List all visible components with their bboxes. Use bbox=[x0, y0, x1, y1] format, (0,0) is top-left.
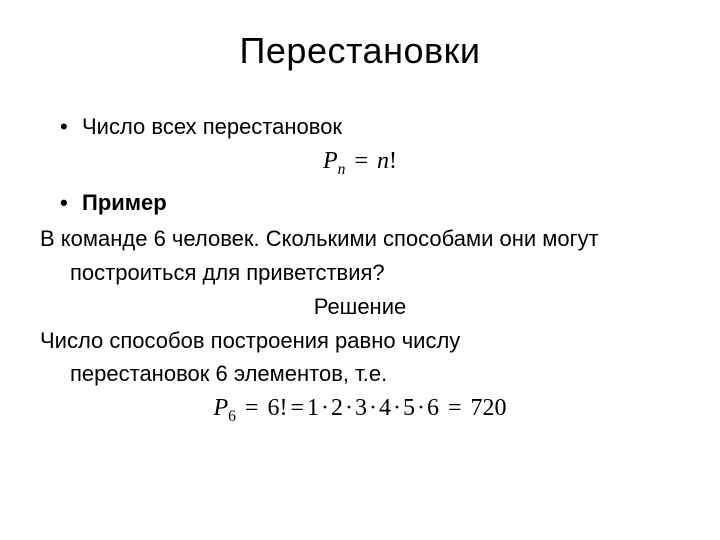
f2-result: 720 bbox=[471, 395, 507, 421]
f1-lhs-sub: n bbox=[338, 161, 346, 178]
f2-eq1: = bbox=[242, 395, 262, 421]
f2-eq3: = bbox=[445, 395, 465, 421]
f2-lhs-sub: 6 bbox=[228, 408, 236, 425]
bullet-1-text: Число всех перестановок bbox=[82, 114, 342, 139]
f2-f2: 3 bbox=[355, 395, 367, 421]
bullet-item-1: Число всех перестановок bbox=[60, 112, 680, 142]
f1-eq: = bbox=[351, 148, 371, 174]
slide-title: Перестановки bbox=[40, 30, 680, 72]
formula-2-row: P6 = 6!=1·2·3·4·5·6 = 720 bbox=[40, 395, 680, 426]
f2-eq2: = bbox=[287, 395, 307, 421]
f1-rhs-fact: ! bbox=[389, 148, 397, 174]
f2-f1: 2 bbox=[331, 395, 343, 421]
formula-2: P6 = 6!=1·2·3·4·5·6 = 720 bbox=[213, 395, 506, 421]
f2-f3: 4 bbox=[379, 395, 391, 421]
answer-block: Число способов построения равно числу пе… bbox=[40, 326, 680, 389]
bullet-2-text: Пример bbox=[82, 190, 167, 215]
bullet-item-2: Пример bbox=[60, 188, 680, 218]
answer-line-2: перестановок 6 элементов, т.е. bbox=[40, 359, 680, 389]
slide: Перестановки Число всех перестановок Pn … bbox=[0, 0, 720, 540]
f2-f4: 5 bbox=[403, 395, 415, 421]
f2-d4: · bbox=[415, 395, 427, 421]
f1-rhs-sym: n bbox=[377, 148, 389, 174]
answer-line-1: Число способов построения равно числу bbox=[40, 326, 680, 356]
f2-d2: · bbox=[367, 395, 379, 421]
bullet-list: Число всех перестановок bbox=[60, 112, 680, 142]
formula-1-row: Pn = n! bbox=[40, 148, 680, 179]
bullet-list-2: Пример bbox=[60, 188, 680, 218]
f2-fact: 6! bbox=[267, 395, 287, 421]
formula-1: Pn = n! bbox=[323, 148, 397, 174]
f2-f0: 1 bbox=[307, 395, 319, 421]
problem-block: В команде 6 человек. Сколькими способами… bbox=[40, 224, 680, 287]
f2-f5: 6 bbox=[427, 395, 439, 421]
f1-lhs-sym: P bbox=[323, 148, 338, 174]
f2-d3: · bbox=[391, 395, 403, 421]
solution-label: Решение bbox=[40, 294, 680, 320]
problem-line-1: В команде 6 человек. Сколькими способами… bbox=[40, 224, 680, 254]
f2-lhs-sym: P bbox=[213, 395, 228, 421]
problem-line-2: построиться для приветствия? bbox=[40, 258, 680, 288]
f2-d0: · bbox=[319, 395, 331, 421]
f2-d1: · bbox=[343, 395, 355, 421]
